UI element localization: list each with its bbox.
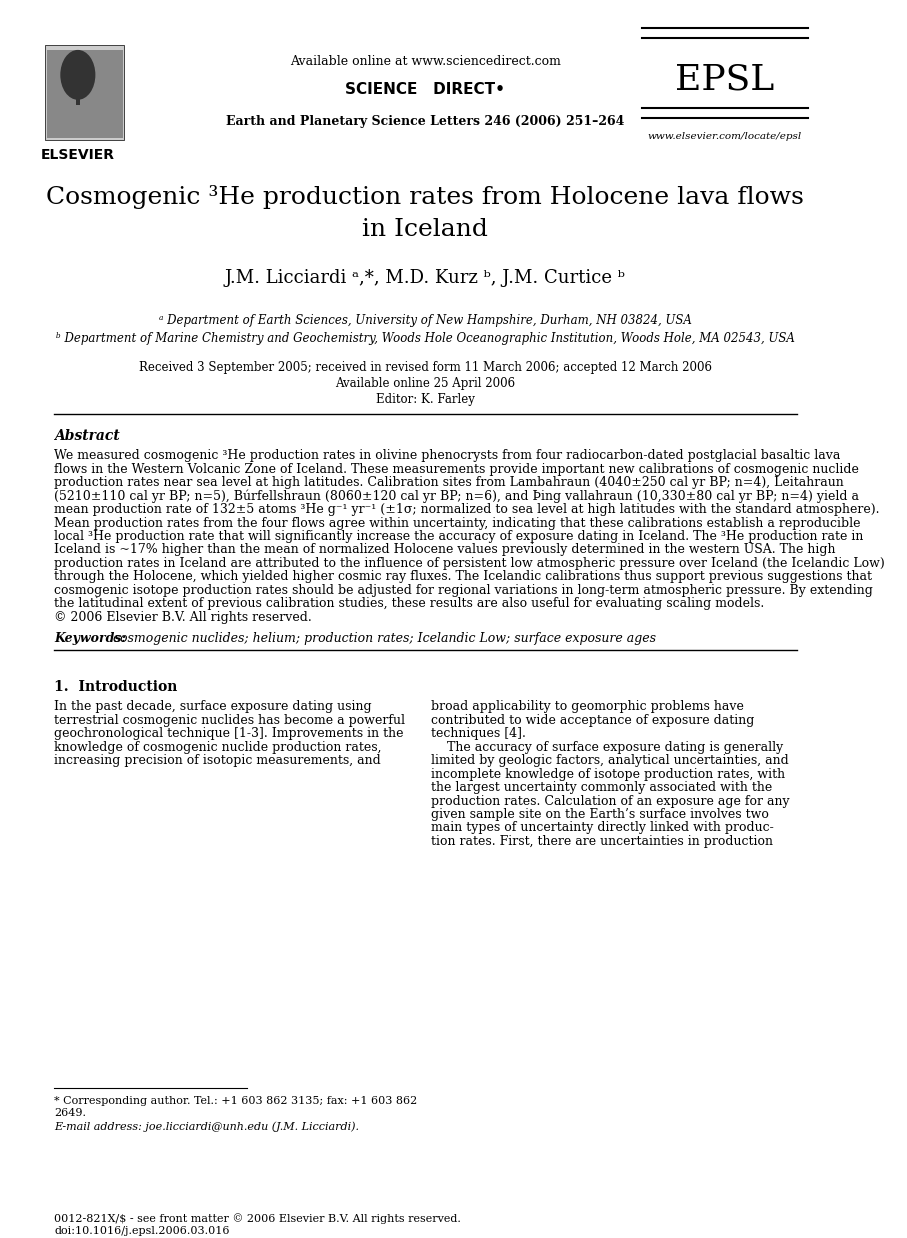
Text: through the Holocene, which yielded higher cosmic ray fluxes. The Icelandic cali: through the Holocene, which yielded high… <box>54 571 873 583</box>
Bar <box>76 74 81 105</box>
Text: ELSEVIER: ELSEVIER <box>41 147 115 162</box>
Text: * Corresponding author. Tel.: +1 603 862 3135; fax: +1 603 862: * Corresponding author. Tel.: +1 603 862… <box>54 1096 417 1106</box>
Text: 1.  Introduction: 1. Introduction <box>54 680 178 695</box>
Text: flows in the Western Volcanic Zone of Iceland. These measurements provide import: flows in the Western Volcanic Zone of Ic… <box>54 463 859 475</box>
Text: given sample site on the Earth’s surface involves two: given sample site on the Earth’s surface… <box>431 808 769 821</box>
Text: Available online at www.sciencedirect.com: Available online at www.sciencedirect.co… <box>289 54 561 68</box>
Text: techniques [4].: techniques [4]. <box>431 727 526 740</box>
Text: Received 3 September 2005; received in revised form 11 March 2006; accepted 12 M: Received 3 September 2005; received in r… <box>139 361 712 374</box>
Text: Earth and Planetary Science Letters 246 (2006) 251–264: Earth and Planetary Science Letters 246 … <box>226 115 624 128</box>
Bar <box>47 50 122 137</box>
Text: Keywords:: Keywords: <box>54 633 126 645</box>
Text: ᵃ Department of Earth Sciences, University of New Hampshire, Durham, NH 03824, U: ᵃ Department of Earth Sciences, Universi… <box>159 314 691 327</box>
Text: SCIENCE   DIRECT•: SCIENCE DIRECT• <box>345 82 505 97</box>
Text: © 2006 Elsevier B.V. All rights reserved.: © 2006 Elsevier B.V. All rights reserved… <box>54 610 312 624</box>
Text: broad applicability to geomorphic problems have: broad applicability to geomorphic proble… <box>431 701 744 713</box>
Text: production rates near sea level at high latitudes. Calibration sites from Lambah: production rates near sea level at high … <box>54 477 844 489</box>
Text: incomplete knowledge of isotope production rates, with: incomplete knowledge of isotope producti… <box>431 768 785 781</box>
Text: Available online 25 April 2006: Available online 25 April 2006 <box>335 378 515 390</box>
Text: tion rates. First, there are uncertainties in production: tion rates. First, there are uncertainti… <box>431 834 774 848</box>
Text: increasing precision of isotopic measurements, and: increasing precision of isotopic measure… <box>54 754 381 768</box>
Text: cosmogenic isotope production rates should be adjusted for regional variations i: cosmogenic isotope production rates shou… <box>54 584 873 597</box>
Text: the latitudinal extent of previous calibration studies, these results are also u: the latitudinal extent of previous calib… <box>54 598 765 610</box>
Ellipse shape <box>60 50 95 100</box>
Text: EPSL: EPSL <box>676 63 775 97</box>
Text: cosmogenic nuclides; helium; production rates; Icelandic Low; surface exposure a: cosmogenic nuclides; helium; production … <box>109 633 656 645</box>
Text: main types of uncertainty directly linked with produc-: main types of uncertainty directly linke… <box>431 822 774 834</box>
Text: In the past decade, surface exposure dating using: In the past decade, surface exposure dat… <box>54 701 372 713</box>
Text: local ³He production rate that will significantly increase the accuracy of expos: local ³He production rate that will sign… <box>54 530 863 543</box>
Text: ᵇ Department of Marine Chemistry and Geochemistry, Woods Hole Oceanographic Inst: ᵇ Department of Marine Chemistry and Geo… <box>55 332 795 345</box>
Text: Cosmogenic ³He production rates from Holocene lava flows: Cosmogenic ³He production rates from Hol… <box>46 184 804 209</box>
Text: 2649.: 2649. <box>54 1108 86 1118</box>
Bar <box>45 45 124 140</box>
Text: mean production rate of 132±5 atoms ³He g⁻¹ yr⁻¹ (±1σ; normalized to sea level a: mean production rate of 132±5 atoms ³He … <box>54 503 880 516</box>
Text: the largest uncertainty commonly associated with the: the largest uncertainty commonly associa… <box>431 781 773 794</box>
Text: production rates. Calculation of an exposure age for any: production rates. Calculation of an expo… <box>431 795 790 807</box>
Text: Editor: K. Farley: Editor: K. Farley <box>375 394 474 406</box>
Text: limited by geologic factors, analytical uncertainties, and: limited by geologic factors, analytical … <box>431 754 789 768</box>
Text: 0012-821X/$ - see front matter © 2006 Elsevier B.V. All rights reserved.: 0012-821X/$ - see front matter © 2006 El… <box>54 1213 461 1223</box>
Text: terrestrial cosmogenic nuclides has become a powerful: terrestrial cosmogenic nuclides has beco… <box>54 713 405 727</box>
Text: We measured cosmogenic ³He production rates in olivine phenocrysts from four rad: We measured cosmogenic ³He production ra… <box>54 449 841 462</box>
Text: E-mail address: joe.licciardi@unh.edu (J.M. Licciardi).: E-mail address: joe.licciardi@unh.edu (J… <box>54 1122 359 1133</box>
Text: Abstract: Abstract <box>54 430 120 443</box>
Text: doi:10.1016/j.epsl.2006.03.016: doi:10.1016/j.epsl.2006.03.016 <box>54 1226 229 1236</box>
Text: J.M. Licciardi ᵃ,*, M.D. Kurz ᵇ, J.M. Curtice ᵇ: J.M. Licciardi ᵃ,*, M.D. Kurz ᵇ, J.M. Cu… <box>225 270 626 287</box>
Text: Mean production rates from the four flows agree within uncertainty, indicating t: Mean production rates from the four flow… <box>54 516 861 530</box>
Text: The accuracy of surface exposure dating is generally: The accuracy of surface exposure dating … <box>431 740 784 754</box>
Text: in Iceland: in Iceland <box>362 218 488 240</box>
Text: contributed to wide acceptance of exposure dating: contributed to wide acceptance of exposu… <box>431 713 755 727</box>
Text: Iceland is ~17% higher than the mean of normalized Holocene values previously de: Iceland is ~17% higher than the mean of … <box>54 543 835 557</box>
Text: production rates in Iceland are attributed to the influence of persistent low at: production rates in Iceland are attribut… <box>54 557 885 569</box>
Text: (5210±110 cal yr BP; n=5), Búrfellshraun (8060±120 cal yr BP; n=6), and Þing val: (5210±110 cal yr BP; n=5), Búrfellshraun… <box>54 489 859 503</box>
Text: www.elsevier.com/locate/epsl: www.elsevier.com/locate/epsl <box>648 131 802 141</box>
Text: geochronological technique [1-3]. Improvements in the: geochronological technique [1-3]. Improv… <box>54 727 404 740</box>
Text: knowledge of cosmogenic nuclide production rates,: knowledge of cosmogenic nuclide producti… <box>54 740 382 754</box>
